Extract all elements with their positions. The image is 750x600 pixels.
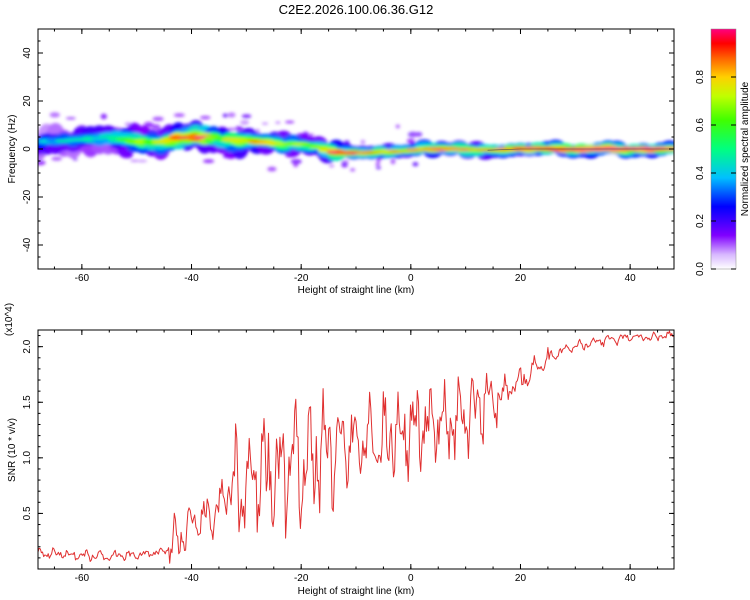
spectrogram-speckle	[200, 116, 211, 120]
colorbar-tick-label: 0.2	[695, 214, 706, 228]
spectrogram-y-tick-label: 40	[22, 47, 33, 59]
spectrogram-speckle	[285, 120, 295, 124]
spectrogram-speckle	[49, 112, 60, 118]
snr-y-tick-label: 1.5	[22, 395, 33, 409]
snr-x-tick-label: -40	[184, 573, 199, 584]
snr-series-line	[38, 330, 674, 564]
spectrogram-x-tick-label: -40	[184, 273, 199, 284]
colorbar-ticks: 0.0 0.2 0.4 0.6 0.8	[695, 70, 736, 276]
spectrogram-speckle	[137, 159, 148, 163]
chart-title: C2E2.2026.100.06.36.G12	[279, 2, 434, 17]
spectrogram-speckle	[376, 166, 381, 170]
snr-x-tick-label: 0	[408, 573, 414, 584]
spectrogram-panel: -60 -40 -20 0 20 40 -40 -20 0 20 40 Height of str…	[7, 28, 675, 296]
colorbar-tick-label: 0.0	[695, 262, 706, 276]
spectrogram-x-tick-label: 40	[625, 273, 637, 284]
colorbar-tick-label: 0.6	[695, 118, 706, 132]
snr-x-tick-label: -20	[294, 573, 309, 584]
spectrogram-speckle	[350, 168, 356, 172]
spectrogram-speckle	[51, 156, 63, 161]
spectrogram-speckle	[227, 112, 236, 118]
spectrogram-blob-layer	[38, 112, 674, 172]
spectrogram-speckle	[241, 114, 252, 119]
spectrogram-y-tick-label: -40	[22, 237, 33, 252]
spectrogram-x-tick-label: 20	[515, 273, 527, 284]
snr-x-label: Height of straight line (km)	[298, 586, 415, 597]
spectrogram-ridge	[38, 112, 674, 172]
spectrogram-speckle	[267, 166, 277, 172]
colorbar-frame	[710, 28, 737, 270]
snr-panel: -60 -40 -20 0 20 40 0.5 1.0 1.5 2.0 (x10^4) Heig…	[4, 303, 675, 597]
spectrogram-speckle	[65, 117, 76, 120]
spectrogram-speckle	[360, 139, 366, 145]
spectrogram-speckle	[240, 120, 250, 125]
colorbar-gradient	[711, 29, 736, 269]
spectrogram-speckle	[409, 132, 420, 137]
spectrogram-blob	[317, 148, 338, 151]
spectrogram-speckle	[152, 116, 164, 122]
spectrogram-x-tick-label: 0	[408, 273, 414, 284]
spectrogram-speckle	[226, 127, 237, 131]
spectrogram-x-tick-label: -20	[294, 273, 309, 284]
spectrogram-speckle	[341, 162, 348, 168]
spectrogram-ridge-line	[487, 148, 674, 151]
snr-x-tick-label: 20	[515, 573, 527, 584]
colorbar-label: Normalized spectral amplitude	[740, 81, 750, 216]
spectrogram-x-tick-label: -60	[75, 273, 90, 284]
snr-x-ticks: -60 -40 -20 0 20 40	[53, 330, 659, 584]
spectrogram-y-tick-label: 0	[22, 146, 33, 152]
snr-x-tick-label: -60	[75, 573, 90, 584]
spectrogram-speckle	[130, 159, 140, 162]
spectrogram-speckle	[275, 121, 281, 124]
spectrogram-y-ticks: -40 -20 0 20 40	[22, 28, 674, 270]
spectrogram-speckle	[261, 122, 269, 125]
colorbar-tick-label: 0.4	[695, 166, 706, 180]
spectrogram-y-tick-label: 20	[22, 95, 33, 107]
spectrogram-y-tick-label: -20	[22, 189, 33, 204]
spectrogram-speckle	[173, 113, 185, 117]
spectrogram-speckle	[151, 124, 161, 130]
spectrogram-blob	[300, 144, 320, 147]
spectrogram-speckle	[406, 138, 415, 144]
spectrogram-speckle	[72, 158, 78, 161]
snr-multiplier: (x10^4)	[4, 303, 15, 336]
snr-y-tick-label: 2.0	[22, 339, 33, 353]
spectrogram-x-ticks: -60 -40 -20 0 20 40	[53, 29, 659, 284]
spectrogram-blob	[309, 146, 329, 149]
snr-plot-area	[38, 330, 674, 569]
snr-y-label: SNR (10 * v/v)	[7, 418, 18, 482]
snr-y-ticks: 0.5 1.0 1.5 2.0	[22, 335, 674, 559]
spectrogram-speckle	[307, 133, 314, 137]
spectrogram-speckle	[376, 158, 381, 163]
spectrogram-speckle	[412, 162, 419, 167]
colorbar-tick-label: 0.8	[695, 70, 706, 84]
spectrogram-speckle	[375, 162, 380, 167]
snr-y-tick-label: 0.5	[22, 506, 33, 520]
spectrogram-speckle	[222, 113, 229, 118]
snr-x-tick-label: 40	[625, 573, 637, 584]
spectrogram-x-label: Height of straight line (km)	[298, 285, 415, 296]
spectrogram-speckle	[143, 121, 154, 128]
spectrogram-speckle	[235, 126, 244, 131]
colorbar: 0.0 0.2 0.4 0.6 0.8 Normalized spectral ampl…	[695, 28, 750, 276]
spectrogram-speckle	[100, 113, 108, 120]
spectrogram-speckle	[329, 164, 335, 168]
spectrogram-speckle	[395, 124, 400, 129]
snr-y-tick-label: 1.0	[22, 450, 33, 464]
spectrogram-speckle	[202, 159, 215, 164]
spectrogram-speckle	[293, 161, 299, 168]
spectrogram-speckle	[390, 158, 396, 165]
spectrogram-y-label: Frequency (Hz)	[7, 115, 18, 184]
